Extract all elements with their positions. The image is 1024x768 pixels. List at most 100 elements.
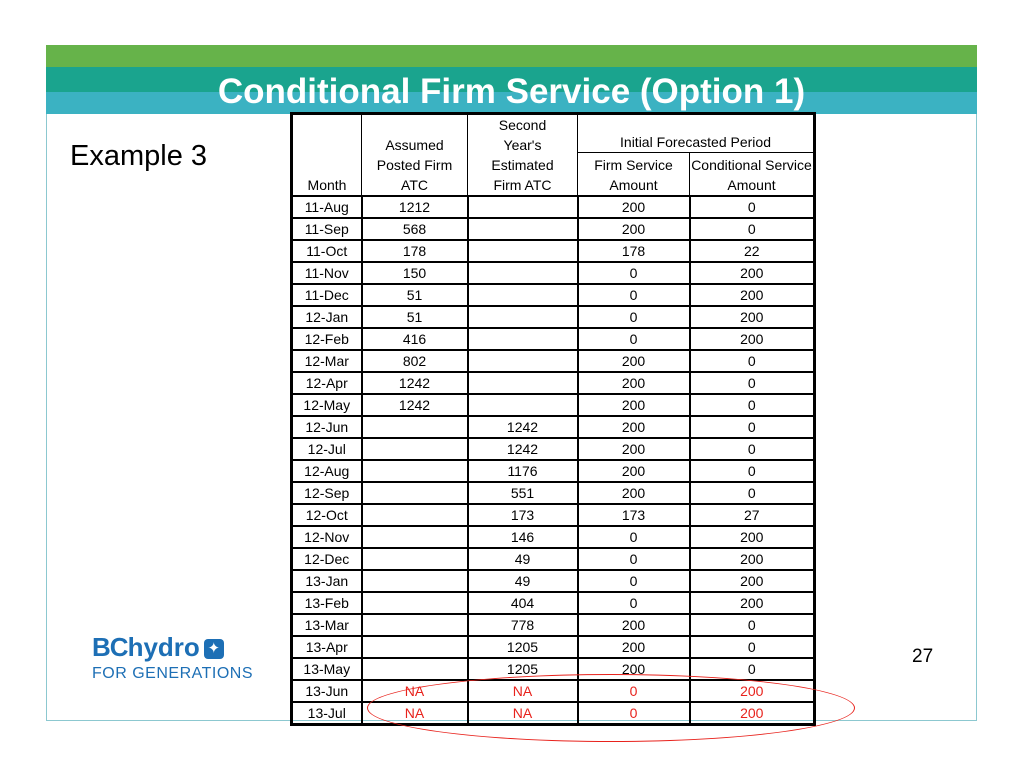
table-row: 12-Feb 416 0 200 bbox=[290, 327, 815, 351]
cell-conditional-service: 200 bbox=[688, 261, 815, 285]
cell-firm-service: 173 bbox=[576, 503, 690, 527]
cell-firm-service: 200 bbox=[576, 635, 690, 659]
cell-assumed-atc bbox=[360, 569, 468, 593]
cell-conditional-service: 0 bbox=[688, 635, 815, 659]
table-row: 12-Sep 551 200 0 bbox=[290, 481, 815, 505]
cell-second-year-atc bbox=[466, 393, 578, 417]
table-row: 12-Nov 146 0 200 bbox=[290, 525, 815, 549]
cell-second-year-atc: 778 bbox=[466, 613, 578, 637]
cell-firm-service: 200 bbox=[576, 415, 690, 439]
cell-firm-service: 0 bbox=[576, 261, 690, 285]
cell-assumed-atc: 802 bbox=[360, 349, 468, 373]
cell-assumed-atc bbox=[360, 547, 468, 571]
cell-conditional-service: 200 bbox=[688, 569, 815, 593]
cell-month: 11-Sep bbox=[290, 217, 362, 241]
table-row: 11-Nov 150 0 200 bbox=[290, 261, 815, 285]
cell-firm-service: 0 bbox=[576, 525, 690, 549]
cell-month: 11-Aug bbox=[290, 195, 362, 219]
cell-firm-service: 200 bbox=[576, 613, 690, 637]
cell-second-year-atc bbox=[466, 261, 578, 285]
page-number: 27 bbox=[912, 646, 934, 667]
cell-second-year-atc bbox=[466, 195, 578, 219]
cell-assumed-atc: 51 bbox=[360, 283, 468, 307]
table-row: 12-Apr 1242 200 0 bbox=[290, 371, 815, 395]
highlight-ellipse bbox=[367, 674, 855, 742]
cell-second-year-atc: 404 bbox=[466, 591, 578, 615]
table-row: 12-Jan 51 0 200 bbox=[290, 305, 815, 329]
table-row: 12-Mar 802 200 0 bbox=[290, 349, 815, 373]
logo-tagline: FOR GENERATIONS bbox=[92, 665, 253, 682]
cell-assumed-atc bbox=[360, 657, 468, 681]
table-row: 12-Oct 173 173 27 bbox=[290, 503, 815, 527]
cell-month: 13-Jan bbox=[290, 569, 362, 593]
cell-month: 12-Jun bbox=[290, 415, 362, 439]
cell-conditional-service: 0 bbox=[688, 481, 815, 505]
cell-assumed-atc: 416 bbox=[360, 327, 468, 351]
cell-conditional-service: 200 bbox=[688, 327, 815, 351]
cell-assumed-atc: 1242 bbox=[360, 393, 468, 417]
cell-assumed-atc bbox=[360, 481, 468, 505]
cell-firm-service: 0 bbox=[576, 591, 690, 615]
example-label: Example 3 bbox=[70, 140, 208, 172]
cell-month: 13-May bbox=[290, 657, 362, 681]
cell-conditional-service: 0 bbox=[688, 613, 815, 637]
cell-assumed-atc bbox=[360, 503, 468, 527]
table-row: 11-Sep 568 200 0 bbox=[290, 217, 815, 241]
cell-conditional-service: 200 bbox=[688, 305, 815, 329]
cell-assumed-atc: 568 bbox=[360, 217, 468, 241]
cell-second-year-atc: 49 bbox=[466, 569, 578, 593]
header-band-teal bbox=[46, 67, 977, 92]
cell-month: 11-Dec bbox=[290, 283, 362, 307]
cell-second-year-atc: 173 bbox=[466, 503, 578, 527]
cell-second-year-atc bbox=[466, 327, 578, 351]
cell-firm-service: 0 bbox=[576, 547, 690, 571]
cell-second-year-atc: 1242 bbox=[466, 415, 578, 439]
header-assumed-posted-firm-atc: Assumed Posted Firm ATC bbox=[361, 113, 468, 197]
cell-month: 12-Sep bbox=[290, 481, 362, 505]
cell-month: 12-May bbox=[290, 393, 362, 417]
cell-conditional-service: 0 bbox=[688, 437, 815, 461]
cell-conditional-service: 27 bbox=[688, 503, 815, 527]
table-row: 13-Apr 1205 200 0 bbox=[290, 635, 815, 659]
cell-assumed-atc: 1212 bbox=[360, 195, 468, 219]
logo-hydro: hydro bbox=[127, 632, 200, 662]
cell-firm-service: 200 bbox=[576, 371, 690, 395]
table-row: 13-Jan 49 0 200 bbox=[290, 569, 815, 593]
cell-firm-service: 0 bbox=[576, 327, 690, 351]
cell-conditional-service: 200 bbox=[688, 525, 815, 549]
cell-conditional-service: 200 bbox=[688, 547, 815, 571]
cell-second-year-atc bbox=[466, 305, 578, 329]
cell-assumed-atc bbox=[360, 437, 468, 461]
service-table: Month Assumed Posted Firm ATC Second Yea… bbox=[290, 112, 816, 726]
cell-month: 12-Aug bbox=[290, 459, 362, 483]
cell-second-year-atc: 146 bbox=[466, 525, 578, 549]
table-row: 11-Dec 51 0 200 bbox=[290, 283, 815, 307]
table-row: 11-Oct 178 178 22 bbox=[290, 239, 815, 263]
cell-firm-service: 0 bbox=[576, 305, 690, 329]
cell-month: 12-Nov bbox=[290, 525, 362, 549]
cell-second-year-atc: 1205 bbox=[466, 635, 578, 659]
cell-second-year-atc bbox=[466, 349, 578, 373]
table-row: 12-Aug 1176 200 0 bbox=[290, 459, 815, 483]
header-month: Month bbox=[291, 113, 362, 197]
header-band-green bbox=[46, 45, 977, 67]
cell-month: 13-Jul bbox=[290, 701, 362, 725]
cell-assumed-atc bbox=[360, 591, 468, 615]
cell-month: 12-Feb bbox=[290, 327, 362, 351]
cell-month: 12-Jan bbox=[290, 305, 362, 329]
cell-firm-service: 200 bbox=[576, 393, 690, 417]
cell-firm-service: 200 bbox=[576, 459, 690, 483]
table-row: 12-Dec 49 0 200 bbox=[290, 547, 815, 571]
cell-assumed-atc: 1242 bbox=[360, 371, 468, 395]
cell-conditional-service: 0 bbox=[688, 459, 815, 483]
cell-conditional-service: 0 bbox=[688, 393, 815, 417]
cell-month: 13-Feb bbox=[290, 591, 362, 615]
cell-month: 13-Apr bbox=[290, 635, 362, 659]
cell-firm-service: 200 bbox=[576, 217, 690, 241]
cell-conditional-service: 200 bbox=[688, 283, 815, 307]
cell-firm-service: 200 bbox=[576, 349, 690, 373]
header-second-year-estimated-firm-atc: Second Year's Estimated Firm ATC bbox=[467, 113, 578, 197]
cell-conditional-service: 0 bbox=[688, 195, 815, 219]
cell-second-year-atc: 1176 bbox=[466, 459, 578, 483]
header-band-cyan bbox=[46, 92, 977, 114]
